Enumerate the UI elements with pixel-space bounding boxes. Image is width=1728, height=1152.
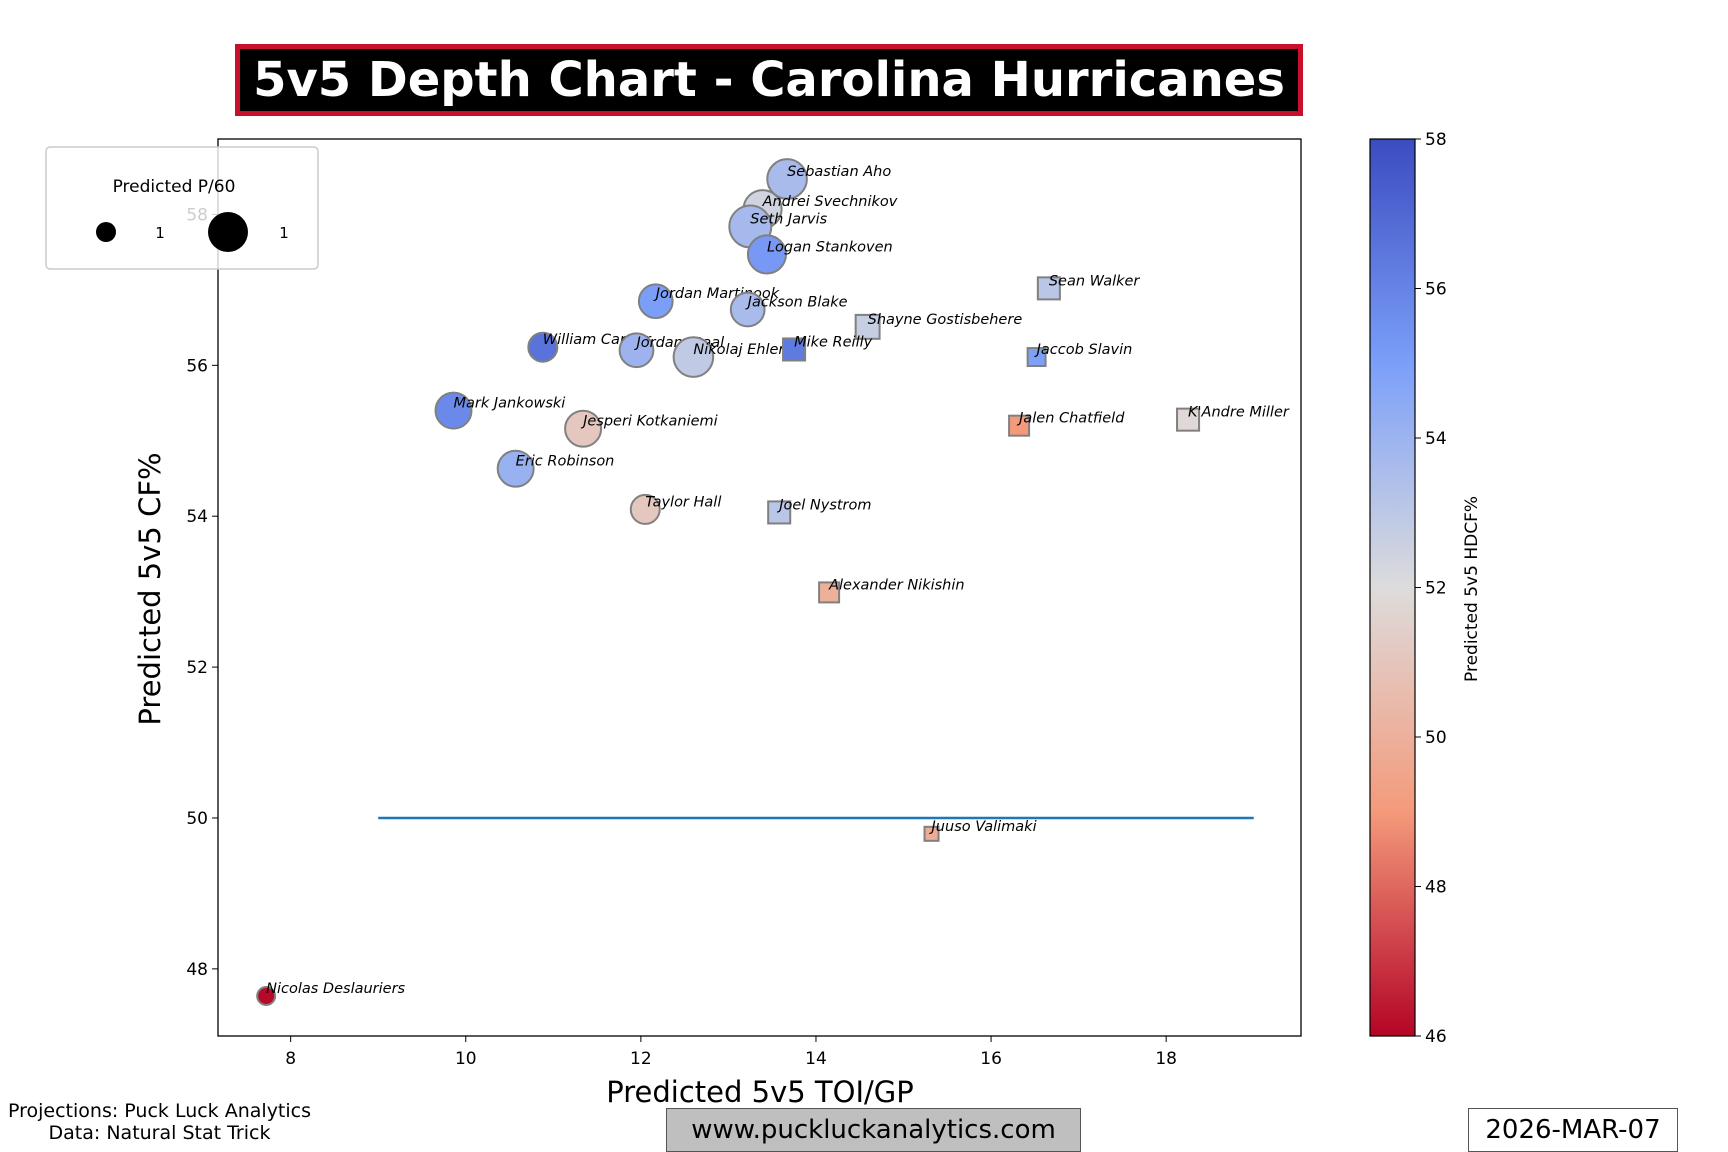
player-marker-square <box>782 337 807 362</box>
y-tick-label: 54 <box>186 507 208 527</box>
player-marker-square <box>818 581 841 604</box>
colorbar-tick-label: 52 <box>1425 579 1447 599</box>
player-label: Mike Reilly <box>794 334 873 350</box>
x-tick-label: 18 <box>1155 1049 1177 1069</box>
player-marker-square <box>1176 407 1201 432</box>
player-label: Taylor Hall <box>645 494 721 510</box>
player-label: Juuso Valimaki <box>929 819 1037 835</box>
player-label: Jesperi Kotkaniemi <box>580 414 718 430</box>
player-label: Logan Stankoven <box>767 239 893 255</box>
player-marker-circle <box>434 391 473 430</box>
player-marker-circle <box>766 158 808 200</box>
player-label: Nicolas Deslauriers <box>266 981 405 997</box>
player-marker-circle <box>629 493 661 525</box>
x-tick-label: 14 <box>805 1049 827 1069</box>
player-marker-circle <box>564 409 603 448</box>
player-marker-square <box>854 313 881 340</box>
player-label: Eric Robinson <box>516 454 615 470</box>
credits: Projections: Puck Luck Analytics Data: N… <box>8 1100 311 1144</box>
player-marker-circle <box>746 234 787 275</box>
website-watermark: www.puckluckanalytics.com <box>666 1108 1081 1152</box>
x-tick-label: 10 <box>455 1049 477 1069</box>
player-label: Nikolaj Ehlers <box>693 342 792 358</box>
colorbar-tick-label: 48 <box>1425 878 1447 898</box>
player-label: Jackson Blake <box>745 294 848 310</box>
player-marker-circle <box>637 283 674 320</box>
player-marker-circle <box>496 449 535 488</box>
player-marker-square <box>1026 347 1047 367</box>
player-marker-circle <box>672 336 715 378</box>
player-label: Jalen Chatfield <box>1016 411 1125 427</box>
player-label: Jaccob Slavin <box>1034 342 1133 358</box>
data-credit: Data: Natural Stat Trick <box>48 1122 271 1144</box>
player-label: Mark Jankowski <box>454 396 566 412</box>
size-legend-title: Predicted P/60 <box>113 177 236 197</box>
y-tick-label: 52 <box>186 658 208 678</box>
player-label: Shayne Gostisbehere <box>868 312 1023 328</box>
size-legend-label: 1 <box>279 224 289 242</box>
x-tick-label: 12 <box>630 1049 652 1069</box>
player-marker-circle <box>618 332 655 369</box>
colorbar-tick-label: 58 <box>1425 130 1447 150</box>
plot-frame <box>217 138 1302 1037</box>
y-tick-label: 50 <box>186 809 208 829</box>
player-label: Andrei Svechnikov <box>762 194 898 210</box>
y-tick-label: 56 <box>186 356 208 376</box>
colorbar-tick-label: 56 <box>1425 280 1447 300</box>
player-label: Alexander Nikishin <box>828 577 964 593</box>
x-tick-label: 16 <box>980 1049 1002 1069</box>
x-axis-label: Predicted 5v5 TOI/GP <box>606 1075 913 1109</box>
size-legend-large-marker <box>208 212 248 252</box>
player-marker-square <box>923 825 940 842</box>
colorbar-tick-label: 54 <box>1425 429 1447 449</box>
y-tick-label: 48 <box>186 960 208 980</box>
colorbar-tick-label: 50 <box>1425 728 1447 748</box>
player-label: Seth Jarvis <box>750 212 827 228</box>
x-tick-label: 8 <box>285 1049 296 1069</box>
player-marker-circle <box>729 291 766 328</box>
size-legend-small-marker <box>96 222 116 242</box>
colorbar <box>1369 138 1416 1037</box>
player-marker-square <box>1036 276 1061 301</box>
player-marker-circle <box>256 986 277 1006</box>
colorbar-label: Predicted 5v5 HDCF% <box>1462 496 1482 682</box>
date-stamp: 2026-MAR-07 <box>1468 1108 1678 1152</box>
chart-title: 5v5 Depth Chart - Carolina Hurricanes <box>235 44 1303 116</box>
player-label: Joel Nystrom <box>776 497 871 513</box>
y-axis-label: Predicted 5v5 CF% <box>133 452 167 725</box>
player-marker-square <box>767 500 792 525</box>
colorbar-tick-label: 46 <box>1425 1027 1447 1047</box>
size-legend-box <box>45 146 319 270</box>
player-label: K'Andre Miller <box>1188 405 1290 421</box>
player-marker-square <box>1008 414 1031 437</box>
size-legend-label: 1 <box>155 224 165 242</box>
projections-credit: Projections: Puck Luck Analytics <box>8 1100 312 1122</box>
player-label: Sean Walker <box>1049 273 1141 289</box>
player-label: Sebastian Aho <box>787 164 891 180</box>
player-marker-circle <box>527 331 559 363</box>
